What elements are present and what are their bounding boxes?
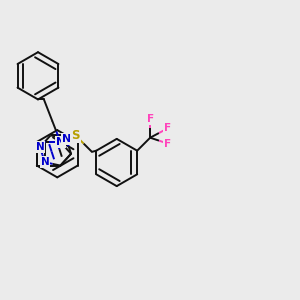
Text: N: N — [61, 134, 71, 144]
Text: S: S — [71, 129, 80, 142]
Text: F: F — [164, 123, 171, 133]
Text: N: N — [56, 137, 65, 147]
Text: F: F — [147, 114, 154, 124]
Text: N: N — [40, 157, 49, 167]
Text: N: N — [36, 142, 44, 152]
Text: F: F — [164, 139, 171, 148]
